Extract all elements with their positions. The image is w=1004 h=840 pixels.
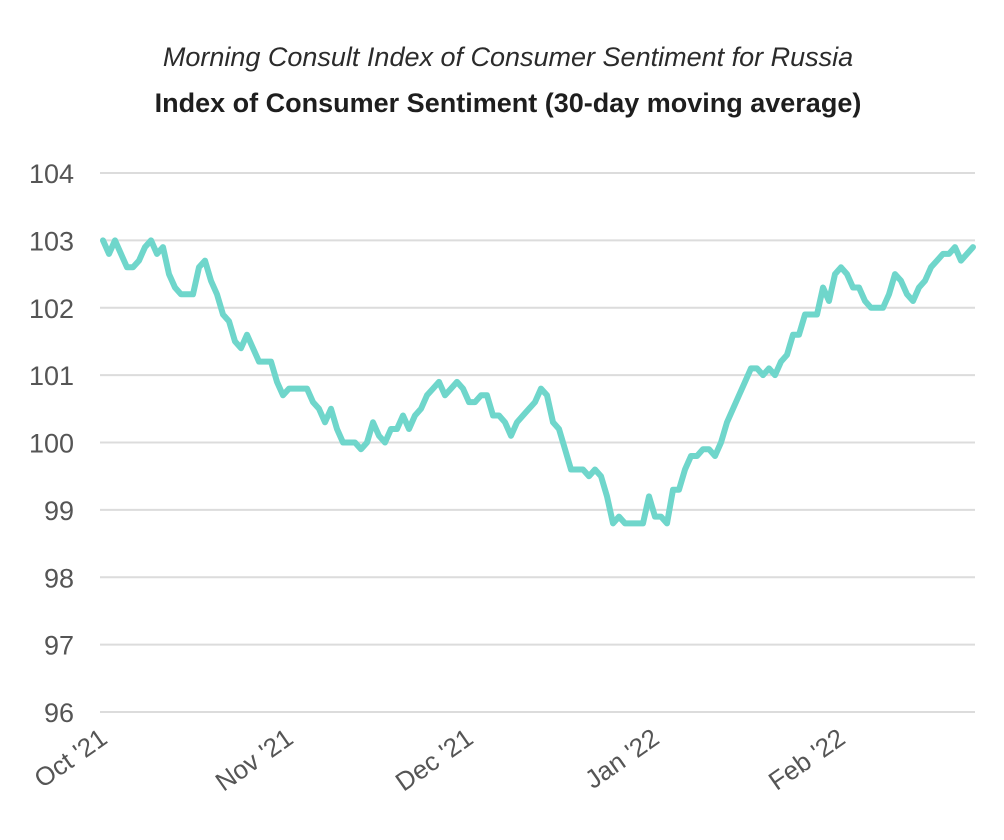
chart-title: Index of Consumer Sentiment (30-day movi… bbox=[154, 88, 862, 118]
y-tick-label: 99 bbox=[44, 496, 74, 526]
x-tick-label: Jan '22 bbox=[579, 722, 664, 794]
y-tick-label: 100 bbox=[29, 429, 74, 459]
x-tick-label: Oct '21 bbox=[28, 722, 112, 793]
y-tick-label: 104 bbox=[29, 159, 74, 189]
y-tick-label: 97 bbox=[44, 631, 74, 661]
y-tick-label: 101 bbox=[29, 361, 74, 391]
series-line bbox=[100, 237, 976, 527]
x-tick-label: Feb '22 bbox=[763, 722, 851, 796]
x-tick-label: Nov '21 bbox=[210, 722, 299, 797]
y-tick-label: 103 bbox=[29, 226, 74, 256]
chart-subtitle: Morning Consult Index of Consumer Sentim… bbox=[162, 42, 854, 72]
y-tick-label: 102 bbox=[29, 294, 74, 324]
x-tick-label: Dec '21 bbox=[390, 722, 479, 797]
y-tick-label: 96 bbox=[44, 698, 74, 728]
y-tick-label: 98 bbox=[44, 563, 74, 593]
